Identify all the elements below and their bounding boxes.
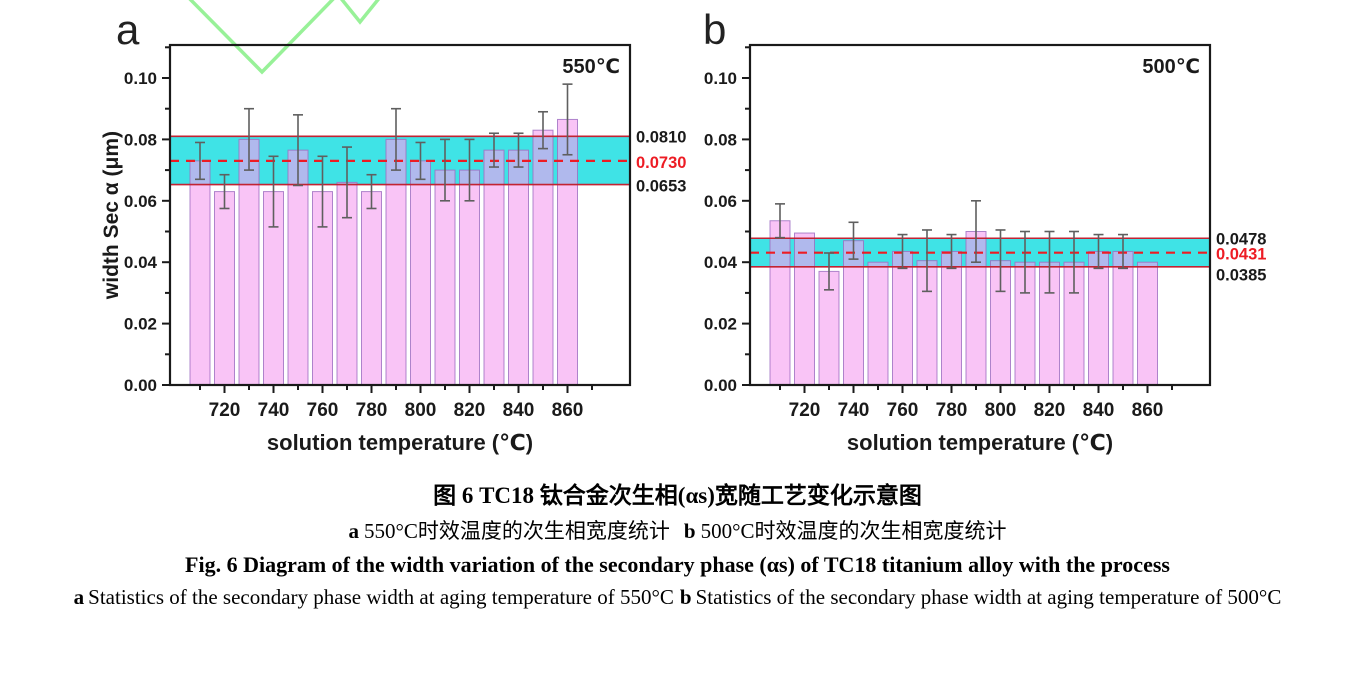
plot-frame [748,43,1212,387]
band-low-label: 0.0653 [636,178,686,196]
bar [434,169,456,386]
bar [557,118,578,386]
figure-page: 0.00 0.02 0.04 0.06 0.08 0.10 720 740 760 780 800 8… [0,0,1355,614]
x-tick-label: 840 [1083,400,1115,421]
bar [508,149,529,386]
chart-a-canvas: 0.00 0.02 0.04 0.06 0.08 0.10 720 740 760 780 800 8… [100,0,686,455]
caption-label-a: a [348,519,360,543]
watermark-icon [340,0,380,25]
figure-caption: 图 6 TC18 钛合金次生相(αs)宽随工艺变化示意图 a 550°C时效温度的… [0,476,1355,614]
bar [238,138,260,386]
y-axis-title: width Sec α (μm) [100,131,123,300]
y-tick-label: 0.00 [124,376,157,395]
bar [410,160,431,386]
x-axis-title: solution temperature (℃) [847,430,1113,455]
y-tick-label: 0.02 [704,315,737,334]
y-tick-label: 0.10 [704,69,737,88]
charts-row: 0.00 0.02 0.04 0.06 0.08 0.10 720 740 760 780 800 8… [100,0,1266,455]
bar [843,240,864,386]
y-tick-label: 0.10 [124,69,157,88]
aging-temperature-annotation: 550℃ [562,56,620,78]
x-tick-label: 820 [454,400,486,421]
caption-english-subtitle: a Statistics of the secondary phase width… [33,582,1323,614]
bar [1137,261,1158,386]
bar [1112,250,1134,386]
caption-chinese-subtitle: a 550°C时效温度的次生相宽度统计 b 500°C时效温度的次生相宽度统计 [0,515,1355,545]
caption-label-b: b [683,519,696,543]
x-tick-label: 740 [838,400,870,421]
x-tick-label: 800 [405,400,437,421]
band-mean-label: 0.0431 [1216,246,1266,264]
caption-chinese-sub-b: 500°C时效温度的次生相宽度统计 [700,519,1007,543]
y-tick-label: 0.08 [124,130,157,149]
chart-b-canvas: 0.00 0.02 0.04 0.06 0.08 0.10 720 740 760 780 800 8… [703,6,1266,455]
band-mean-label: 0.0730 [636,154,686,172]
caption-label-b-en: b [679,585,692,609]
y-tick-label: 0.08 [704,130,737,149]
caption-english-sub-b: Statistics of the secondary phase width … [695,585,1282,609]
band-high-label: 0.0478 [1216,230,1266,248]
x-tick-label: 860 [552,400,584,421]
y-tick-label: 0.06 [704,192,737,211]
bar [189,160,211,386]
x-axis-title: solution temperature (℃) [267,430,533,455]
y-tick-label: 0.02 [124,315,157,334]
caption-chinese-title: 图 6 TC18 钛合金次生相(αs)宽随工艺变化示意图 [433,483,922,508]
x-tick-label: 760 [887,400,919,421]
x-tick-label: 820 [1034,400,1066,421]
x-tick-label: 780 [356,400,388,421]
caption-label-a-en: a [73,585,85,609]
bar [483,149,505,386]
bar [941,250,962,386]
watermark-icon [188,0,335,75]
y-tick-label: 0.04 [124,253,158,272]
bar [459,169,480,386]
x-tick-label: 740 [258,400,290,421]
caption-english-sub-a: Statistics of the secondary phase width … [88,585,674,609]
caption-chinese-sub-a: 550°C时效温度的次生相宽度统计 [364,519,670,543]
y-tick-label: 0.04 [704,253,738,272]
band-low-label: 0.0385 [1216,267,1266,285]
bar [794,232,815,386]
x-tick-label: 800 [985,400,1017,421]
panel-letter: b [703,6,726,53]
band-high-label: 0.0810 [636,128,686,146]
plot-frame [168,43,632,387]
caption-english-title: Fig. 6 Diagram of the width variation of… [185,552,1170,577]
panel-letter: a [116,6,140,53]
bar [361,191,382,386]
bar [892,250,913,386]
bar [769,220,791,386]
x-tick-label: 760 [307,400,339,421]
aging-temperature-annotation: 500℃ [1142,56,1200,78]
x-tick-label: 860 [1132,400,1164,421]
x-tick-label: 840 [503,400,535,421]
y-tick-label: 0.06 [124,192,157,211]
bar [214,191,235,386]
y-tick-label: 0.00 [704,376,737,395]
x-tick-label: 720 [789,400,821,421]
x-tick-label: 780 [936,400,968,421]
bar [532,129,554,386]
x-tick-label: 720 [209,400,241,421]
bar [385,138,407,386]
bar [867,261,889,386]
bar [1088,250,1109,386]
